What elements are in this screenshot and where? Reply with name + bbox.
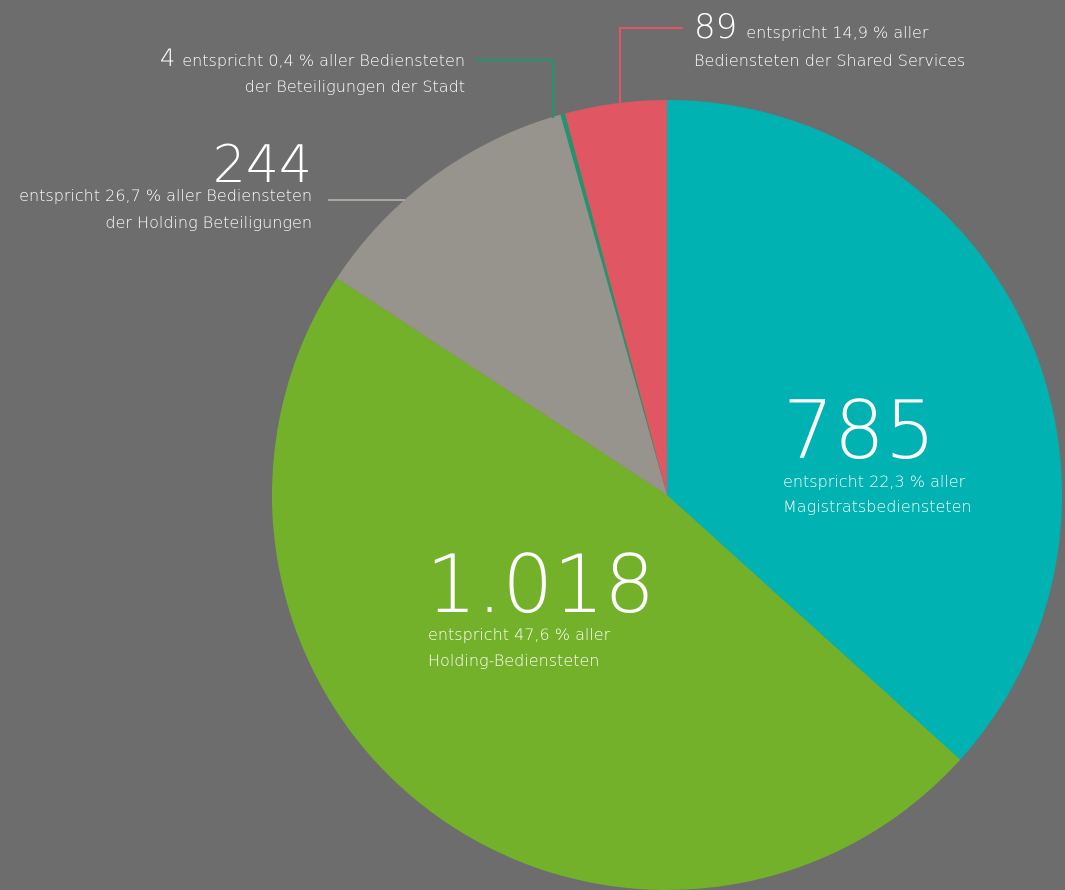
value-label: 1.018	[426, 538, 655, 631]
pie-slice	[272, 278, 961, 890]
description: der Beteiligungen der Stadt	[245, 77, 465, 96]
description: entspricht 26,7 % aller Bediensteten	[19, 186, 312, 205]
description: entspricht 47,6 % aller	[428, 625, 611, 644]
description: Bediensteten der Shared Services	[694, 51, 965, 70]
value-label: 4	[160, 44, 175, 72]
value-label: 785	[783, 384, 936, 477]
leader-line	[475, 59, 554, 118]
label-line: 4 entspricht 0,4 % aller Bediensteten	[160, 44, 465, 72]
description: entspricht 0,4 % aller Bediensteten	[182, 51, 465, 70]
description: der Holding Beteiligungen	[105, 213, 312, 232]
value-label: 89	[694, 7, 737, 47]
description: Holding-Bediensteten	[428, 651, 599, 670]
pie-slice	[667, 100, 1062, 760]
leader-line	[619, 27, 683, 103]
description: entspricht 22,3 % aller	[783, 472, 966, 491]
pie-slice	[564, 100, 667, 495]
pie-slice	[336, 114, 667, 496]
pie-slice	[560, 113, 667, 496]
value-label: 244	[213, 135, 312, 195]
description: entspricht 14,9 % aller	[746, 23, 929, 42]
label-line: 89 entspricht 14,9 % aller	[694, 7, 929, 47]
description: Magistratsbediensteten	[783, 497, 972, 516]
